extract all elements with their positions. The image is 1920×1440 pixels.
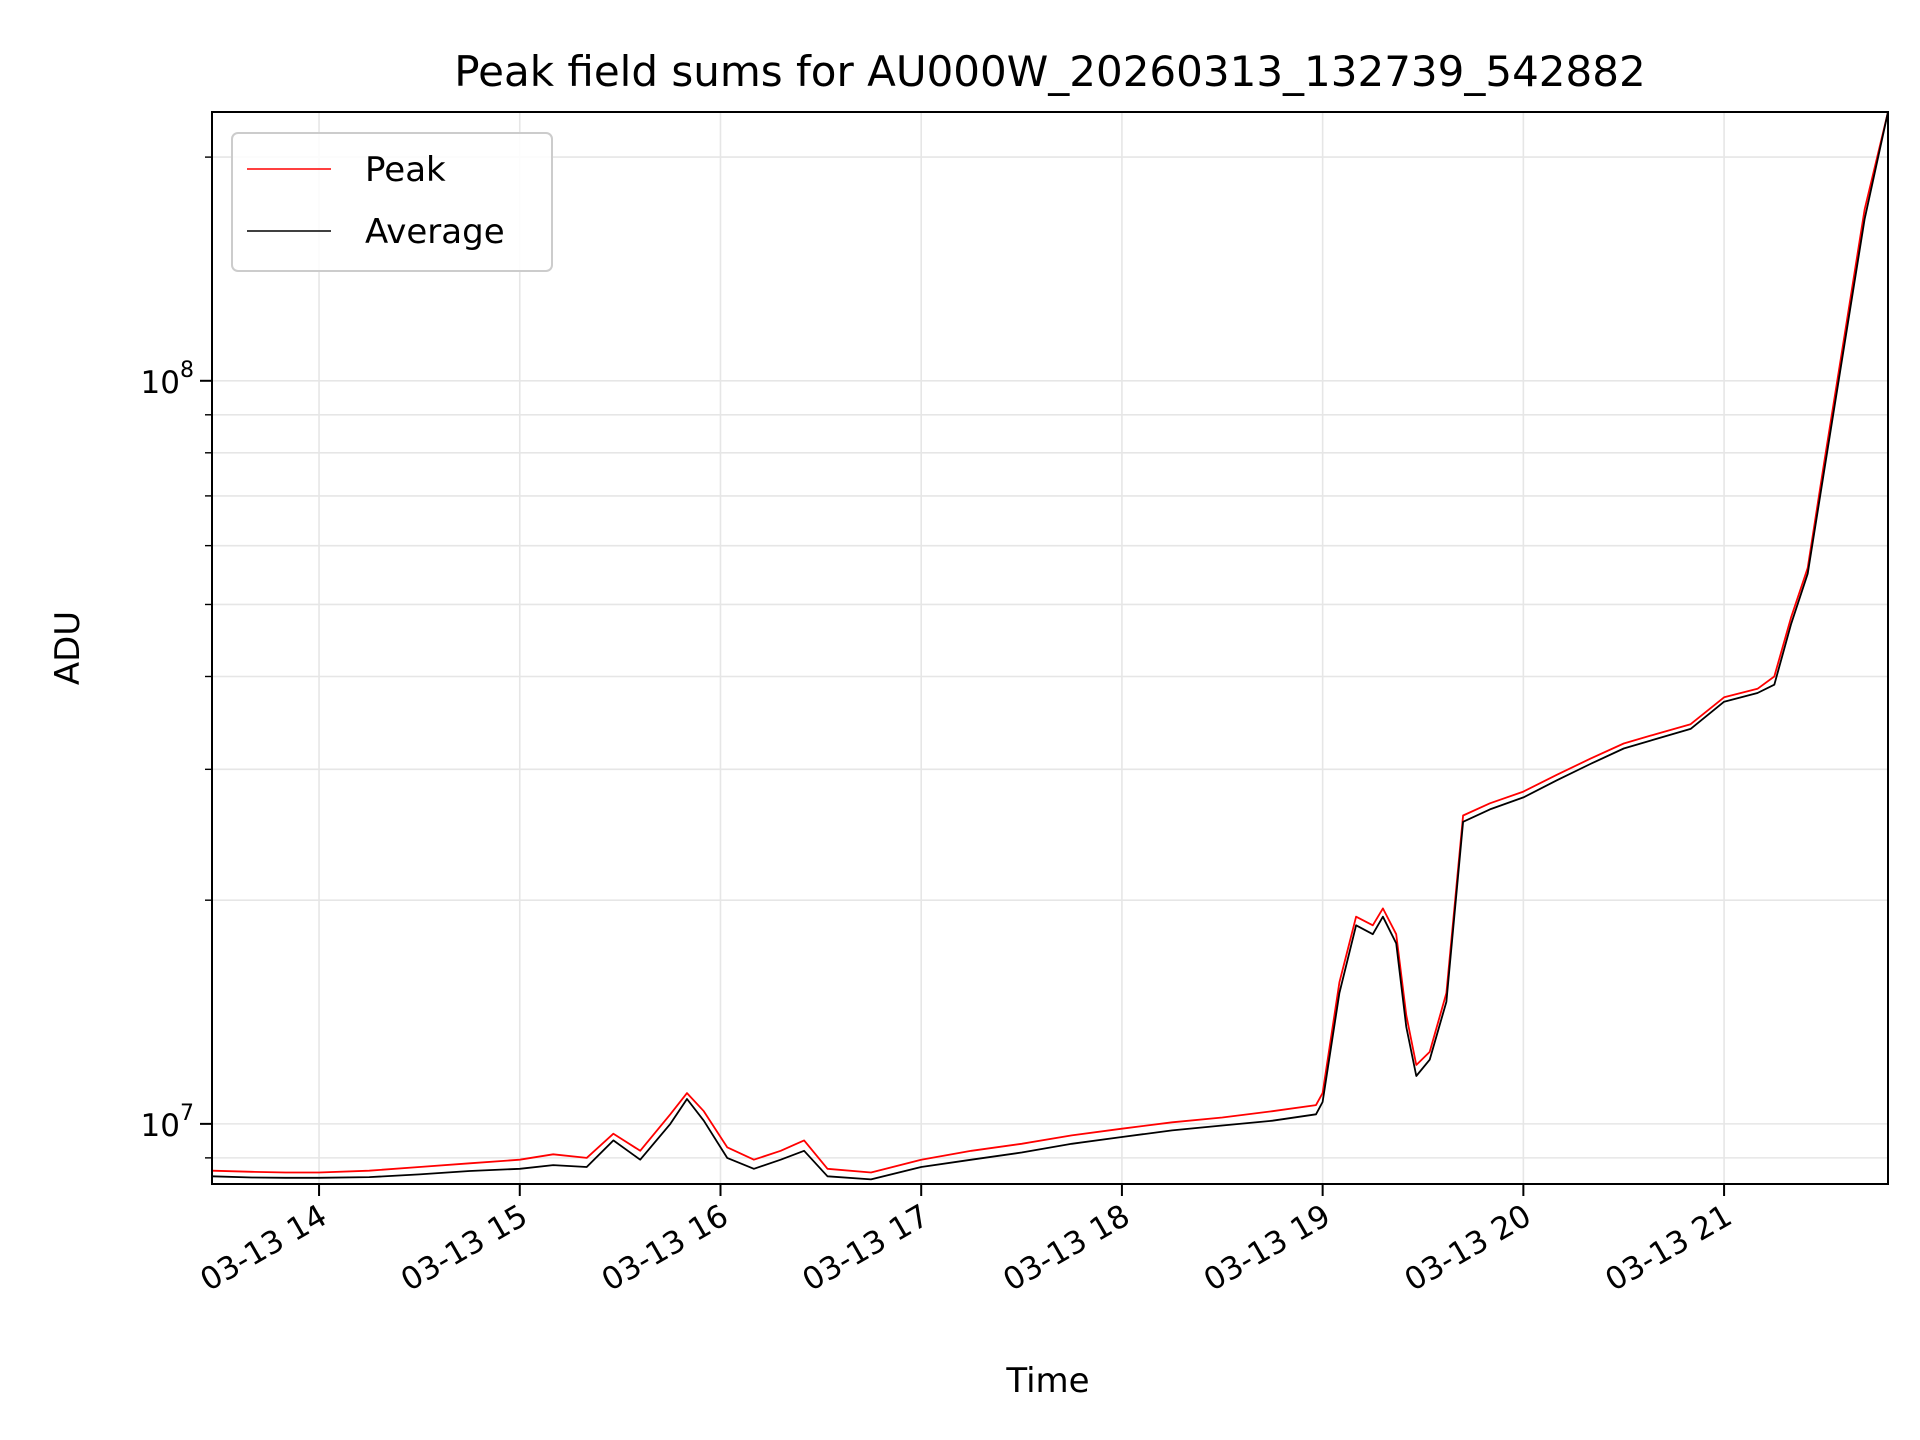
series-layer [211, 111, 1889, 1181]
legend-label-peak: Peak [365, 150, 446, 190]
legend: Peak Average [231, 132, 553, 272]
series-line-peak [211, 111, 1889, 1174]
plot-frame [211, 111, 1889, 1185]
y-axis-label: ADU [48, 611, 88, 685]
x-axis-label: Time [1005, 1361, 1089, 1401]
chart-title: Peak field sums for AU000W_20260313_1327… [454, 47, 1645, 96]
y-axis: 107 108 [141, 156, 212, 1159]
y-tick-label: 108 [141, 358, 194, 401]
legend-box [231, 132, 553, 272]
series-line-average [211, 111, 1889, 1181]
y-tick-label: 107 [141, 1101, 194, 1144]
legend-label-average: Average [365, 212, 505, 252]
grid [212, 112, 1888, 1184]
